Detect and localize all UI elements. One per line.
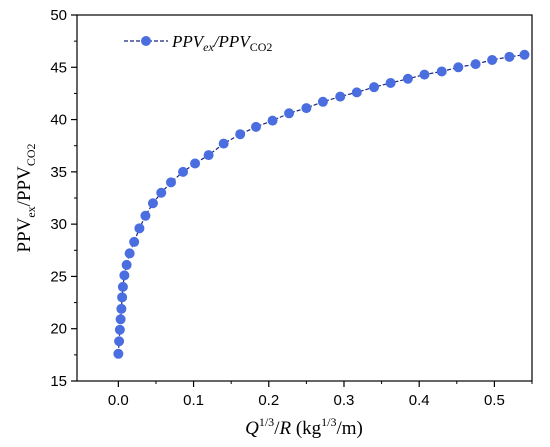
axis-ticks: 0.0 0.1 0.2 0.3 0.4 0.5 15 20 25 30 35 40 45 50: [50, 7, 533, 409]
y-tick-label: 50: [50, 7, 67, 24]
data-point: [116, 303, 127, 314]
data-point: [166, 177, 177, 188]
data-point: [115, 314, 126, 325]
legend-label: PPVex/PPVCO2: [171, 32, 272, 54]
y-tick-label: 15: [50, 373, 67, 390]
data-point: [301, 103, 312, 114]
plot-frame: [76, 14, 533, 382]
data-point: [117, 292, 128, 303]
data-point: [121, 259, 132, 270]
data-point: [369, 82, 380, 93]
data-point: [119, 270, 130, 281]
y-axis-title: PPVex/PPVCO2: [14, 144, 38, 253]
y-tick-label: 20: [50, 321, 67, 338]
data-point: [504, 51, 515, 62]
data-point: [317, 96, 328, 107]
data-point: [140, 210, 151, 221]
x-axis-title: Q1/3/R (kg1/3/m): [245, 415, 363, 439]
data-point: [487, 54, 498, 65]
data-point: [267, 115, 278, 126]
data-point: [190, 158, 201, 169]
y-tick-label: 40: [50, 112, 67, 129]
data-point: [134, 223, 145, 234]
y-tick-label: 30: [50, 216, 67, 233]
data-point: [453, 62, 464, 73]
data-point: [402, 73, 413, 84]
x-tick-label: 0.4: [409, 392, 430, 409]
data-point: [284, 108, 295, 119]
x-tick-label: 0.1: [183, 392, 204, 409]
data-point: [419, 69, 430, 80]
data-point: [250, 121, 261, 132]
data-point: [117, 281, 128, 292]
series-layer: [113, 49, 530, 359]
x-tick-label: 0.0: [108, 392, 129, 409]
data-point: [129, 236, 140, 247]
data-point: [178, 166, 189, 177]
x-tick-label: 0.3: [334, 392, 355, 409]
x-tick-label: 0.5: [484, 392, 505, 409]
legend: PPVex/PPVCO2: [124, 32, 272, 54]
y-tick-label: 35: [50, 164, 67, 181]
data-point: [203, 150, 214, 161]
data-point: [235, 129, 246, 140]
data-point: [124, 248, 135, 259]
data-point: [519, 49, 530, 60]
data-point: [335, 91, 346, 102]
data-point: [156, 187, 167, 198]
data-point: [147, 198, 158, 209]
data-point: [385, 77, 396, 88]
data-point: [470, 59, 481, 70]
data-point: [113, 348, 124, 359]
data-point: [436, 66, 447, 77]
x-tick-label: 0.2: [258, 392, 279, 409]
data-point: [218, 138, 229, 149]
y-tick-label: 25: [50, 268, 67, 285]
data-point: [114, 324, 125, 335]
legend-marker: [141, 36, 151, 46]
data-point: [114, 336, 125, 347]
y-tick-label: 45: [50, 59, 67, 76]
data-point: [351, 87, 362, 98]
